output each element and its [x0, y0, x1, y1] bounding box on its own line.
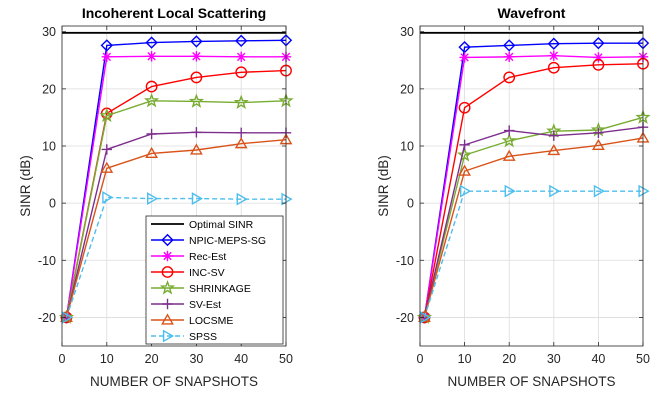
legend-label: LOCSME — [189, 315, 233, 327]
data-point — [191, 51, 201, 61]
y-axis-label: SINR (dB) — [18, 155, 33, 217]
y-tick-label: 30 — [400, 25, 414, 39]
y-tick-label: -10 — [396, 254, 414, 268]
chart-title: Incoherent Local Scattering — [82, 5, 266, 21]
x-tick-label: 40 — [234, 352, 248, 366]
y-tick-label: 20 — [400, 82, 414, 96]
x-axis-label: NUMBER OF SNAPSHOTS — [90, 374, 258, 389]
x-tick-label: 10 — [100, 352, 114, 366]
legend-label: Optimal SINR — [189, 219, 254, 231]
data-point — [236, 52, 246, 62]
legend-label: NPIC-MEPS-SG — [189, 235, 266, 247]
y-tick-label: 0 — [49, 197, 56, 211]
y-tick-label: 10 — [400, 140, 414, 154]
x-tick-label: 20 — [145, 352, 159, 366]
data-point — [549, 51, 559, 61]
plot-area — [420, 26, 643, 346]
data-point — [146, 51, 156, 61]
x-tick-label: 30 — [189, 352, 203, 366]
x-tick-label: 0 — [417, 352, 424, 366]
data-point — [459, 52, 469, 62]
y-tick-label: -10 — [38, 254, 56, 268]
x-tick-label: 50 — [636, 352, 650, 366]
legend-marker — [162, 251, 172, 261]
y-tick-label: 10 — [42, 140, 56, 154]
x-tick-label: 30 — [547, 352, 561, 366]
data-point — [504, 52, 514, 62]
x-tick-label: 20 — [502, 352, 516, 366]
chart-title: Wavefront — [498, 5, 566, 21]
x-tick-label: 10 — [458, 352, 472, 366]
y-tick-label: 30 — [42, 25, 56, 39]
legend-label: INC-SV — [189, 267, 225, 279]
y-tick-label: 0 — [407, 197, 414, 211]
legend-label: SPSS — [189, 331, 217, 343]
x-tick-label: 0 — [59, 352, 66, 366]
legend-label: SHRINKAGE — [189, 283, 251, 295]
y-axis-label: SINR (dB) — [376, 155, 391, 217]
legend-label: SV-Est — [189, 299, 221, 311]
y-tick-label: -20 — [396, 311, 414, 325]
x-tick-label: 50 — [279, 352, 293, 366]
y-tick-label: 20 — [42, 82, 56, 96]
chart-panel-1: 0 10 20 30 40 50 -20 -10 0 10 20 30 Incoherent Local… — [18, 5, 293, 389]
x-axis-label: NUMBER OF SNAPSHOTS — [447, 374, 615, 389]
chart-panel-2: 0 10 20 30 40 50 -20 -10 0 10 20 30 Wavefront NUMBER … — [376, 5, 650, 389]
legend: Optimal SINR NPIC-MEPS-SG Rec-Est INC-SV SHR… — [146, 216, 283, 344]
y-tick-label: -20 — [38, 311, 56, 325]
legend-label: Rec-Est — [189, 251, 226, 263]
x-tick-label: 40 — [591, 352, 605, 366]
data-point — [102, 52, 112, 62]
